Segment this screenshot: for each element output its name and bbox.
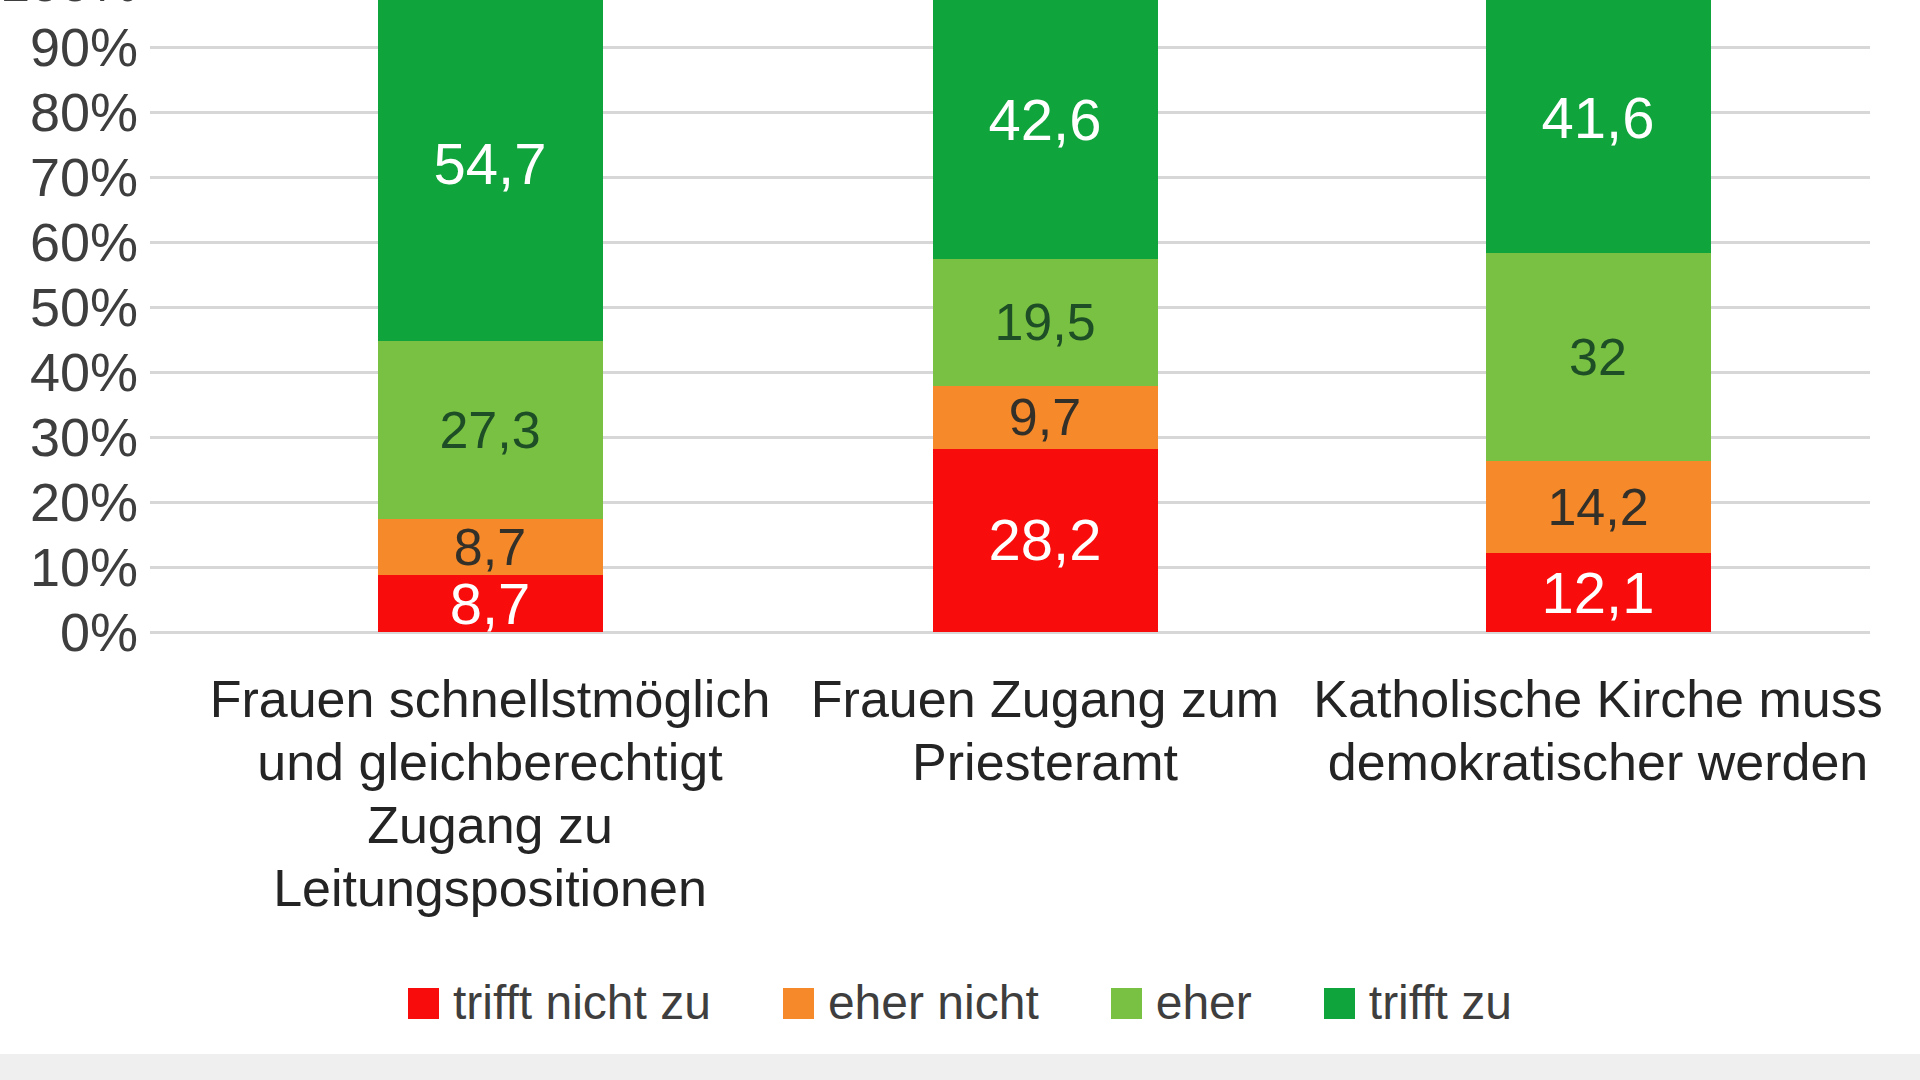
y-tick-label: 70% <box>0 148 138 206</box>
legend-swatch-icon <box>408 988 439 1019</box>
bar-segment-eher: 19,5 <box>933 259 1158 386</box>
bar-segment-label: 27,3 <box>439 404 540 456</box>
legend-swatch-icon <box>1324 988 1355 1019</box>
bar-segment-label: 28,2 <box>989 511 1102 569</box>
bar-segment-label: 8,7 <box>454 521 526 573</box>
bar-segment-trifft-zu: 54,7 <box>378 0 603 341</box>
bar-segment-label: 42,6 <box>989 91 1102 149</box>
legend-item-trifft-zu: trifft zu <box>1324 979 1512 1027</box>
category-label: Frauen Zugang zumPriesteramt <box>745 668 1345 794</box>
bar-segment-eher-nicht: 8,7 <box>378 519 603 576</box>
y-tick-label: 10% <box>0 538 138 596</box>
bar: 41,6 32 14,2 12,1 <box>1486 0 1711 632</box>
bar-segment-eher: 32 <box>1486 253 1711 461</box>
y-tick-label: 50% <box>0 278 138 336</box>
bar-segment-label: 14,2 <box>1547 481 1648 533</box>
category-label: Frauen schnellstmöglichund gleichberecht… <box>190 668 790 920</box>
y-tick-label: 80% <box>0 83 138 141</box>
legend-item-eher: eher <box>1111 979 1252 1027</box>
legend-item-eher-nicht: eher nicht <box>783 979 1039 1027</box>
y-tick-label: 60% <box>0 213 138 271</box>
bar-segment-label: 41,6 <box>1542 89 1655 147</box>
y-tick-label: 90% <box>0 18 138 76</box>
y-tick-label: 0% <box>0 603 138 661</box>
bar-segment-eher: 27,3 <box>378 341 603 518</box>
legend: trifft nicht zu eher nicht eher trifft zu <box>0 970 1920 1036</box>
legend-item-trifft-nicht-zu: trifft nicht zu <box>408 979 711 1027</box>
legend-label: trifft nicht zu <box>453 979 711 1027</box>
legend-swatch-icon <box>783 988 814 1019</box>
bar-segment-trifft-nicht-zu: 28,2 <box>933 449 1158 632</box>
bar: 54,7 27,3 8,78,7 <box>378 0 603 632</box>
y-tick-label: 20% <box>0 473 138 531</box>
chart: 0% 10% 20% 30% 40% 50% 60% 70% 80% 90% 100% 54,7 27… <box>0 0 1920 1080</box>
bar-segment-eher-nicht: 9,7 <box>933 386 1158 449</box>
legend-label: trifft zu <box>1369 979 1512 1027</box>
bar-segment-trifft-zu: 41,6 <box>1486 0 1711 253</box>
legend-swatch-icon <box>1111 988 1142 1019</box>
y-tick-label: 40% <box>0 343 138 401</box>
y-tick-label: 30% <box>0 408 138 466</box>
bar: 42,6 19,5 9,7 28,2 <box>933 0 1158 632</box>
y-tick-label: 100% <box>0 0 138 11</box>
bar-segment-trifft-zu: 42,6 <box>933 0 1158 259</box>
bar-segment-label: 8,7 <box>450 575 531 633</box>
bar-segment-label: 32 <box>1569 331 1627 383</box>
legend-label: eher <box>1156 979 1252 1027</box>
bar-segment-label: 54,7 <box>434 135 547 193</box>
category-label: Katholische Kirche mussdemokratischer we… <box>1298 668 1898 794</box>
bar-segment-trifft-nicht-zu: 8,7 <box>378 575 603 632</box>
bar-segment-label: 19,5 <box>994 296 1095 348</box>
bar-segment-eher-nicht: 14,2 <box>1486 461 1711 553</box>
footer-strip <box>0 1054 1920 1080</box>
bar-segment-trifft-nicht-zu: 12,1 <box>1486 553 1711 632</box>
bar-segment-label: 9,7 <box>1009 391 1081 443</box>
legend-label: eher nicht <box>828 979 1039 1027</box>
bar-segment-label: 12,1 <box>1542 564 1655 622</box>
